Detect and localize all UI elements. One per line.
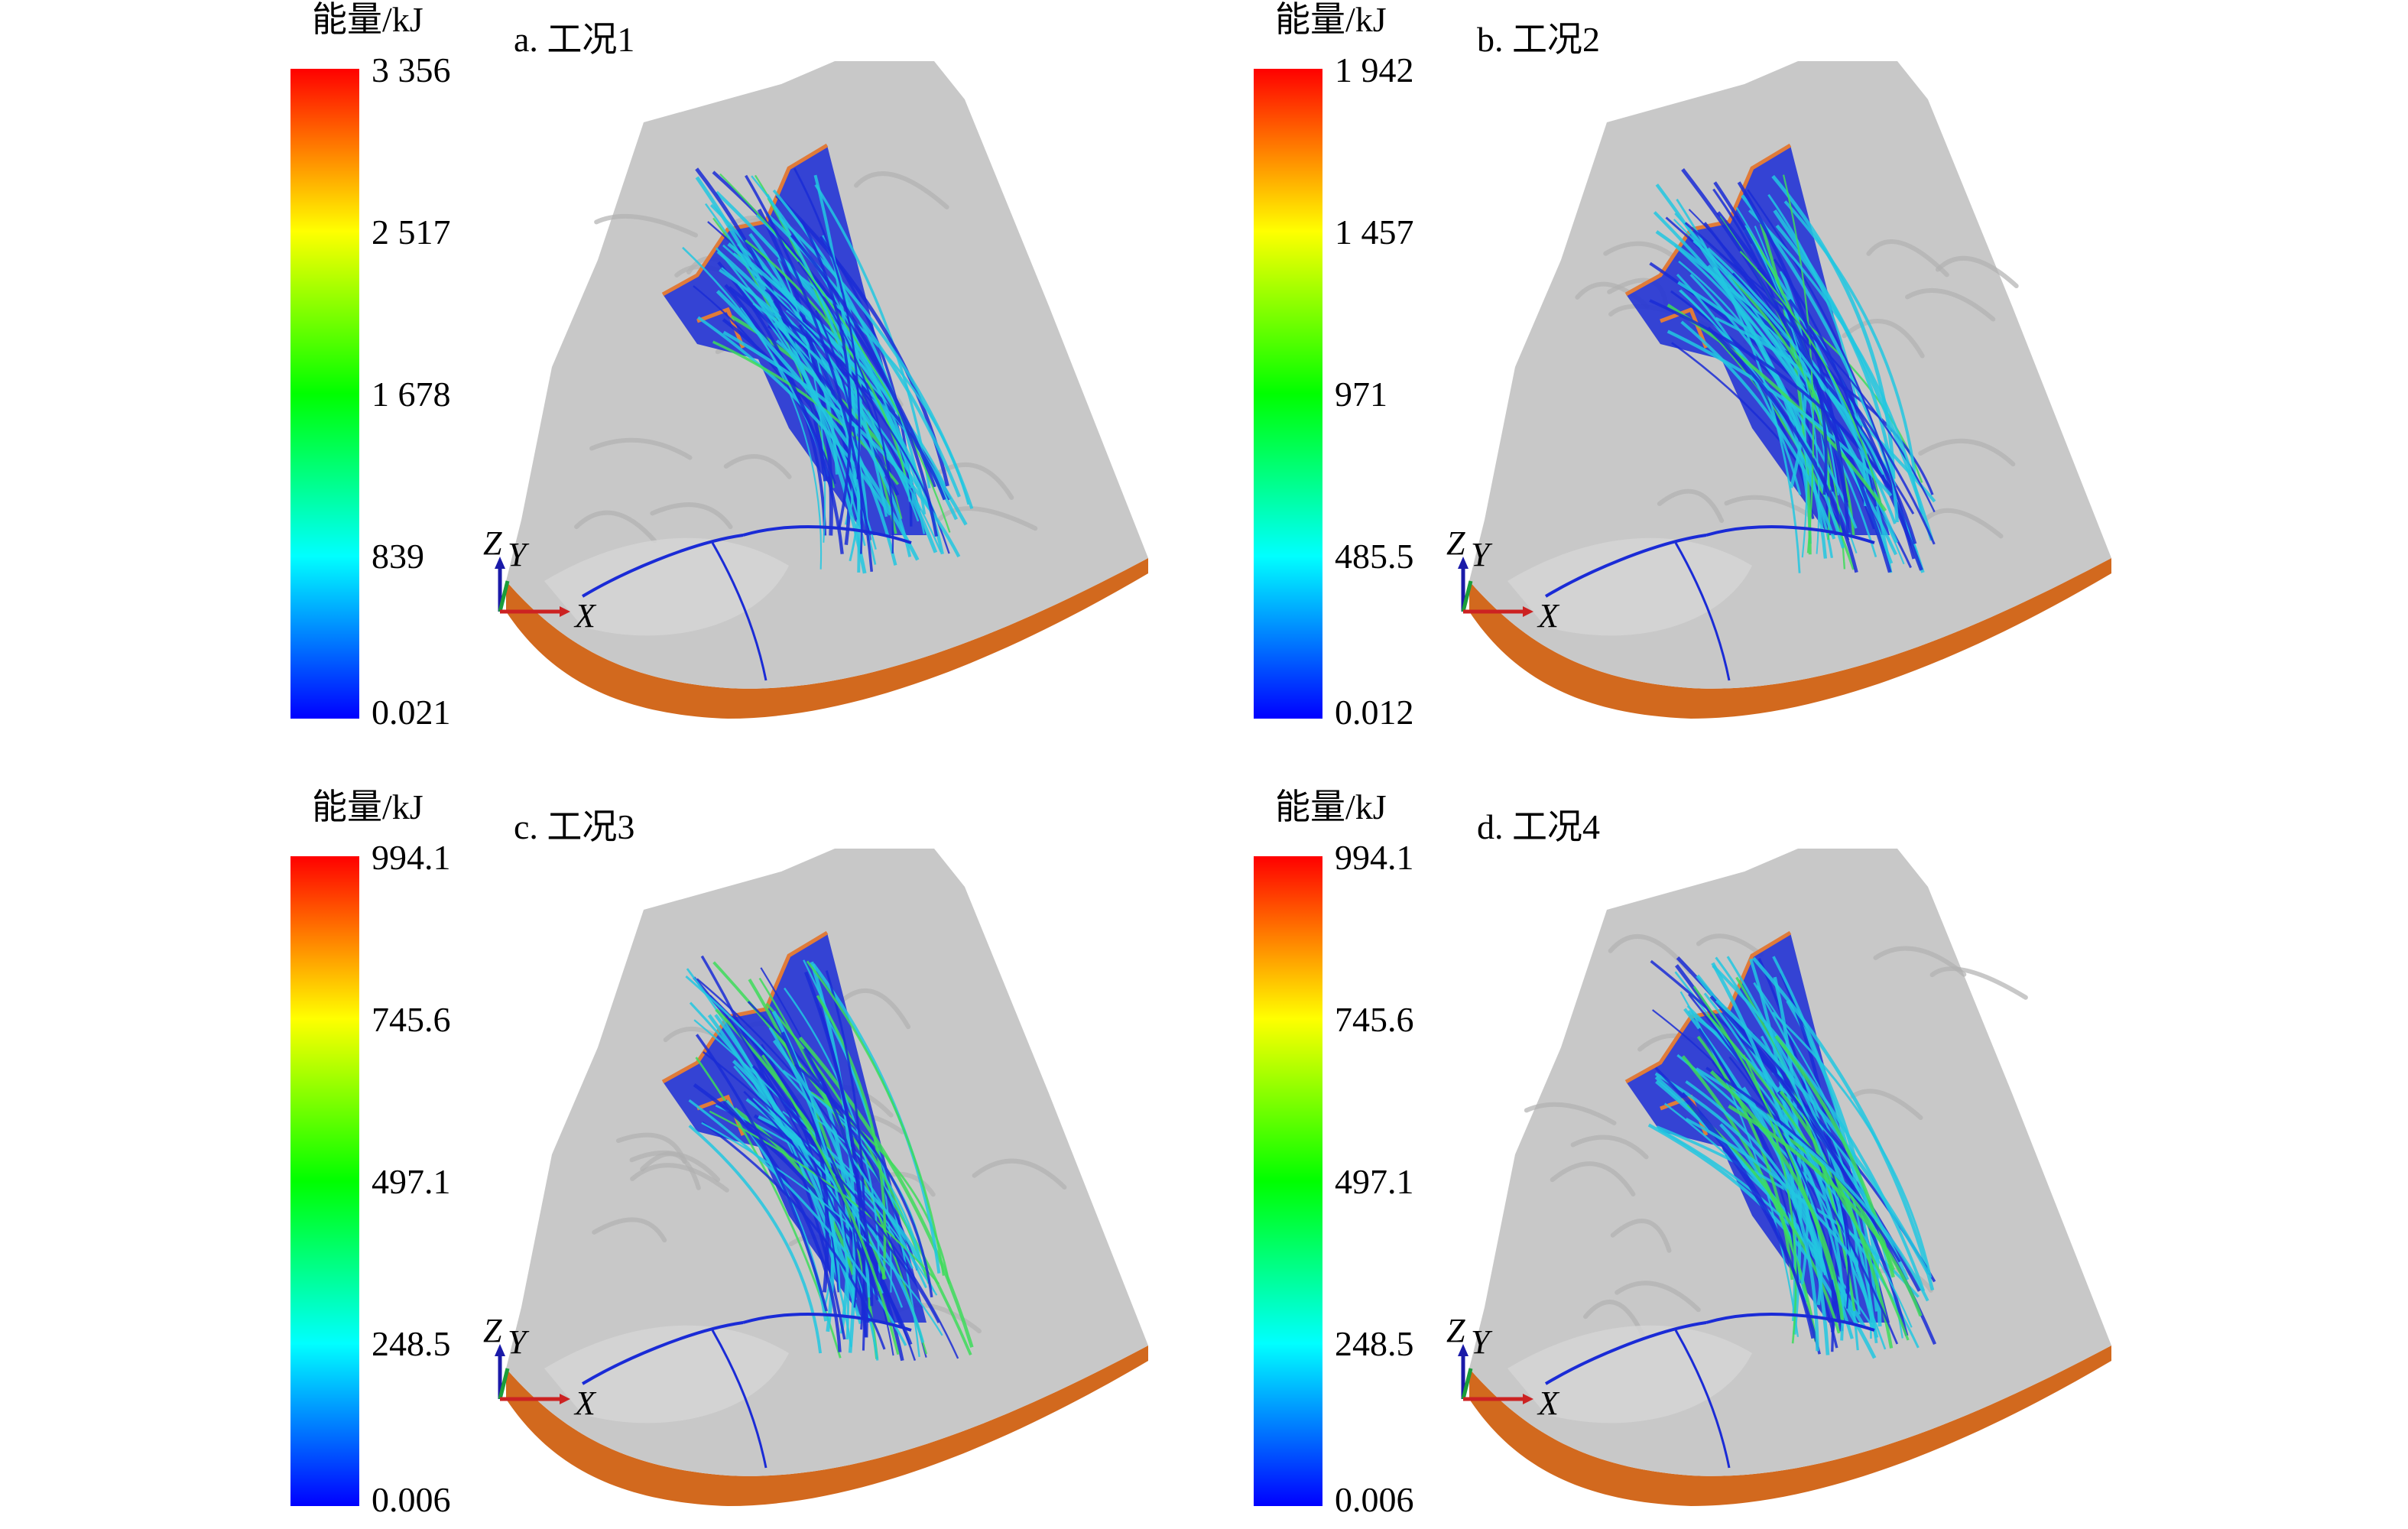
colorbar-tick-3: 745.6 [1335, 1000, 1414, 1039]
colorbar-tick-min: 0.006 [1335, 1480, 1414, 1519]
colorbar-tick-2: 1 678 [372, 375, 451, 414]
colorbar-tick-3: 1 457 [1335, 213, 1414, 252]
colorbar-tick-1: 248.5 [1335, 1324, 1414, 1363]
rockfall-trajectories [685, 955, 974, 1362]
colorbar-tick-3: 2 517 [372, 213, 451, 252]
axis-triad: Z Y X [1446, 524, 1560, 635]
colorbar-tick-max: 994.1 [1335, 838, 1414, 877]
axis-triad: Z Y X [483, 524, 597, 635]
colorbar-title: 能量/kJ [312, 787, 424, 826]
rockfall-trajectories [682, 167, 974, 574]
axis-x-label: X [1537, 1385, 1560, 1422]
panel-d: 能量/kJ 994.1 745.6 497.1 248.5 0.006 d. 工… [1248, 787, 2211, 1521]
terrain-base [506, 1346, 1148, 1506]
axis-z-label: Z [483, 524, 502, 562]
panel-a: 能量/kJ 3 356 2 517 1 678 839 0.021 a. 工况1… [284, 0, 1248, 734]
axis-z-label: Z [1446, 524, 1465, 562]
colorbar-tick-2: 497.1 [372, 1162, 451, 1201]
colorbar [1254, 69, 1322, 719]
colorbar-tick-min: 0.021 [372, 693, 451, 732]
terrain-base [506, 558, 1148, 719]
colorbar-tick-min: 0.006 [372, 1480, 451, 1519]
terrain-svg: Z Y X [483, 61, 1148, 719]
terrain-svg: Z Y X [1446, 61, 2111, 719]
axis-x-label: X [573, 1385, 597, 1422]
axis-y-label: Y [1471, 536, 1493, 573]
colorbar-tick-1: 839 [372, 537, 424, 576]
axis-z-label: Z [483, 1312, 502, 1349]
colorbar-tick-min: 0.012 [1335, 693, 1414, 732]
axis-z-label: Z [1446, 1312, 1465, 1349]
axis-x-label: X [573, 597, 597, 635]
axis-y-label: Y [508, 536, 530, 573]
terrain-base [1469, 558, 2111, 719]
colorbar [290, 856, 359, 1506]
colorbar-tick-1: 248.5 [372, 1324, 451, 1363]
terrain-base [1469, 1346, 2111, 1506]
colorbar-title: 能量/kJ [1275, 0, 1387, 39]
colorbar-tick-1: 485.5 [1335, 537, 1414, 576]
axis-x-label: X [1537, 597, 1560, 635]
colorbar-tick-3: 745.6 [372, 1000, 451, 1039]
axis-y-label: Y [508, 1323, 530, 1361]
terrain-svg: Z Y X [1446, 849, 2111, 1506]
rockfall-trajectories [1649, 167, 1936, 573]
colorbar-tick-2: 971 [1335, 375, 1387, 414]
colorbar-tick-2: 497.1 [1335, 1162, 1414, 1201]
axis-triad: Z Y X [483, 1312, 597, 1422]
colorbar-tick-max: 994.1 [372, 838, 451, 877]
colorbar-title: 能量/kJ [312, 0, 424, 39]
colorbar-title: 能量/kJ [1275, 787, 1387, 826]
rockfall-trajectories [1647, 956, 1937, 1359]
colorbar-tick-max: 3 356 [372, 50, 451, 89]
colorbar [1254, 856, 1322, 1506]
panel-label: b. 工况2 [1477, 20, 1600, 59]
panel-label: c. 工况3 [514, 807, 635, 846]
terrain-svg: Z Y X [483, 849, 1148, 1506]
axis-y-label: Y [1471, 1323, 1493, 1361]
panel-c: 能量/kJ 994.1 745.6 497.1 248.5 0.006 c. 工… [284, 787, 1248, 1521]
colorbar [290, 69, 359, 719]
panel-label: d. 工况4 [1477, 807, 1600, 846]
colorbar-tick-max: 1 942 [1335, 50, 1414, 89]
panel-b: 能量/kJ 1 942 1 457 971 485.5 0.012 b. 工况2… [1248, 0, 2211, 734]
panel-label: a. 工况1 [514, 20, 635, 59]
axis-triad: Z Y X [1446, 1312, 1560, 1422]
